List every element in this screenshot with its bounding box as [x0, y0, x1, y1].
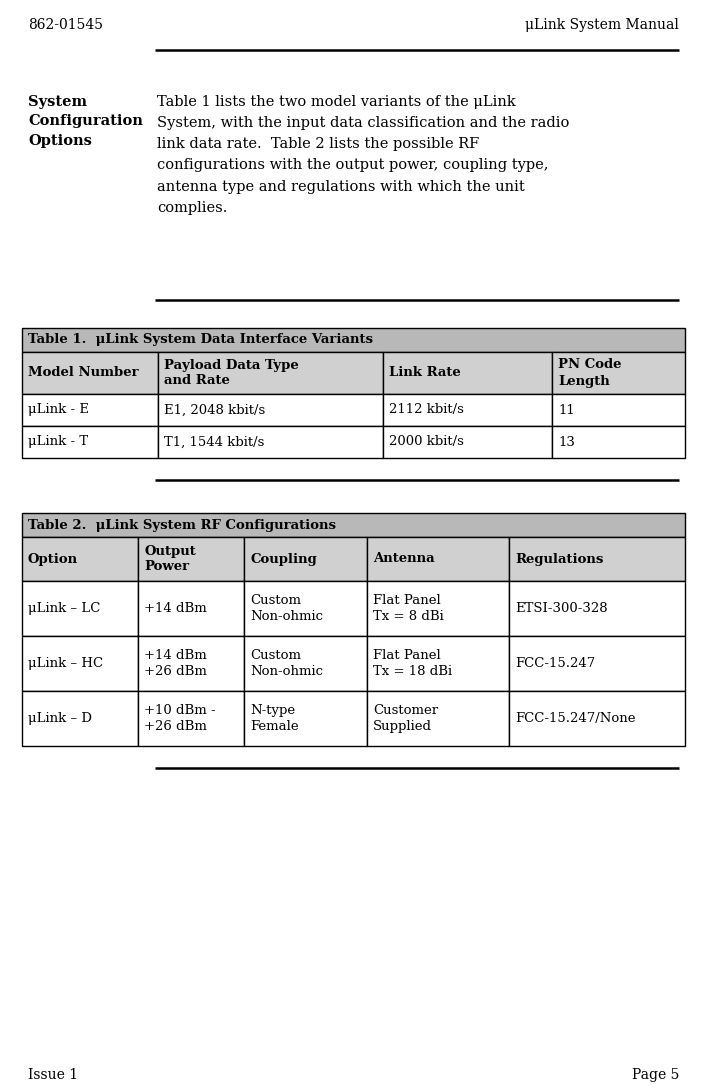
Bar — [244, 536, 367, 581]
Bar — [509, 691, 685, 746]
Text: 11: 11 — [559, 404, 575, 417]
Text: 862-01545: 862-01545 — [28, 18, 103, 31]
Bar — [138, 581, 244, 636]
Bar — [552, 394, 685, 426]
Text: 2112 kbit/s: 2112 kbit/s — [390, 404, 464, 417]
Bar — [22, 426, 158, 458]
Text: μLink - E: μLink - E — [28, 404, 89, 417]
Text: FCC-15.247: FCC-15.247 — [515, 657, 595, 670]
Bar — [22, 536, 138, 581]
Text: Regulations: Regulations — [515, 553, 604, 566]
Bar — [552, 426, 685, 458]
Text: Antenna: Antenna — [373, 553, 434, 566]
Text: Option: Option — [28, 553, 78, 566]
Text: T1, 1544 kbit/s: T1, 1544 kbit/s — [164, 435, 264, 449]
Text: +14 dBm
+26 dBm: +14 dBm +26 dBm — [144, 649, 207, 678]
Text: μLink System Manual: μLink System Manual — [525, 18, 679, 31]
Text: 13: 13 — [559, 435, 575, 449]
Bar — [158, 352, 383, 394]
Text: Flat Panel
Tx = 18 dBi: Flat Panel Tx = 18 dBi — [373, 649, 452, 678]
Bar — [552, 352, 685, 394]
Text: Flat Panel
Tx = 8 dBi: Flat Panel Tx = 8 dBi — [373, 594, 443, 623]
Text: FCC-15.247/None: FCC-15.247/None — [515, 712, 636, 725]
Text: 2000 kbit/s: 2000 kbit/s — [390, 435, 464, 449]
Bar — [367, 691, 509, 746]
Bar — [367, 581, 509, 636]
Text: Coupling: Coupling — [250, 553, 317, 566]
Bar — [383, 426, 552, 458]
Bar — [383, 352, 552, 394]
Text: Issue 1: Issue 1 — [28, 1068, 78, 1082]
Bar — [22, 328, 685, 352]
Text: System
Configuration
Options: System Configuration Options — [28, 94, 143, 148]
Bar — [22, 581, 138, 636]
Bar — [367, 536, 509, 581]
Text: Payload Data Type
and Rate: Payload Data Type and Rate — [164, 358, 298, 388]
Bar — [138, 691, 244, 746]
Bar — [22, 636, 138, 691]
Text: Model Number: Model Number — [28, 366, 139, 379]
Bar — [158, 426, 383, 458]
Text: +14 dBm: +14 dBm — [144, 602, 206, 615]
Text: ETSI-300-328: ETSI-300-328 — [515, 602, 608, 615]
Bar — [22, 691, 138, 746]
Text: Custom
Non-ohmic: Custom Non-ohmic — [250, 594, 323, 623]
Text: +10 dBm -
+26 dBm: +10 dBm - +26 dBm — [144, 704, 216, 733]
Text: Table 1 lists the two model variants of the μLink
System, with the input data cl: Table 1 lists the two model variants of … — [157, 94, 569, 215]
Text: Table 1.  μLink System Data Interface Variants: Table 1. μLink System Data Interface Var… — [28, 333, 373, 346]
Text: μLink - T: μLink - T — [28, 435, 88, 449]
Bar — [244, 636, 367, 691]
Bar — [138, 536, 244, 581]
Bar — [509, 536, 685, 581]
Text: Table 2.  μLink System RF Configurations: Table 2. μLink System RF Configurations — [28, 518, 336, 531]
Bar — [509, 636, 685, 691]
Text: Page 5: Page 5 — [631, 1068, 679, 1082]
Text: PN Code
Length: PN Code Length — [559, 358, 622, 388]
Bar — [383, 394, 552, 426]
Text: N-type
Female: N-type Female — [250, 704, 299, 733]
Bar — [244, 691, 367, 746]
Bar — [22, 394, 158, 426]
Bar — [158, 394, 383, 426]
Bar — [244, 581, 367, 636]
Bar — [22, 513, 685, 536]
Text: Output
Power: Output Power — [144, 544, 196, 573]
Text: Customer
Supplied: Customer Supplied — [373, 704, 438, 733]
Text: μLink – D: μLink – D — [28, 712, 92, 725]
Bar — [367, 636, 509, 691]
Text: Link Rate: Link Rate — [390, 366, 461, 379]
Bar — [509, 581, 685, 636]
Text: E1, 2048 kbit/s: E1, 2048 kbit/s — [164, 404, 265, 417]
Text: μLink – LC: μLink – LC — [28, 602, 100, 615]
Bar — [138, 636, 244, 691]
Text: μLink – HC: μLink – HC — [28, 657, 103, 670]
Bar — [22, 352, 158, 394]
Text: Custom
Non-ohmic: Custom Non-ohmic — [250, 649, 323, 678]
